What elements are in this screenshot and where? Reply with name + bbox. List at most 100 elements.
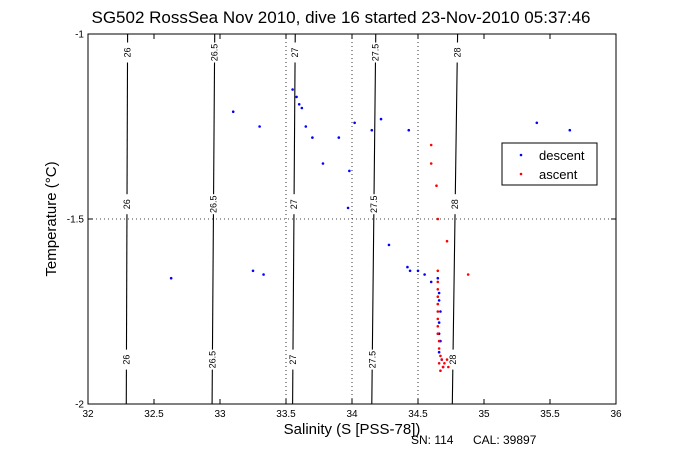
data-point-descent [291,88,294,91]
data-point-ascent [439,354,442,358]
contour-label: 28 [450,199,460,209]
contour-label-bg [370,42,381,63]
data-point-descent [429,280,433,284]
data-point-ascent [441,365,445,369]
data-point-descent [535,121,539,125]
data-point-descent [231,110,235,113]
contour-label-bg [290,42,301,63]
contour-label-bg [207,349,218,370]
data-point-descent [437,291,441,295]
data-point-ascent [445,358,449,361]
density-contours: 26 26 26 26.5 26.5 26.5 27 27 27 27.5 27.5 27.5 28 28… [121,33,463,405]
data-point-ascent [447,365,450,369]
data-point-ascent [436,269,440,273]
data-point-descent [437,299,441,302]
contour-label-bg [121,349,132,370]
data-point-descent [304,125,308,128]
x-tick-label: 34 [346,409,358,420]
calibration: CAL: 39897 [473,433,537,447]
data-point-descent [387,243,391,247]
contour-label-bg [367,349,378,370]
chart-title: SG502 RossSea Nov 2010, dive 16 started … [92,8,591,27]
data-point-descent [353,121,356,125]
contour-label: 26.5 [207,351,217,369]
contour-label: 26.5 [210,44,220,62]
data-point-descent [370,128,374,132]
legend-marker-descent [519,153,523,157]
x-axis-ticks: 32 32.5 33 33.5 34 34.5 35 35.5 36 [82,34,622,420]
x-tick-label: 35.5 [540,409,560,420]
contour-label-bg [368,194,379,215]
data-point-ascent [445,239,449,243]
contour-label: 28 [448,355,458,365]
data-point-ascent [429,143,433,147]
data-point-descent [439,310,442,313]
x-tick-label: 32.5 [144,409,164,420]
y-axis-ticks: -1 -1.5 -2 [67,30,616,411]
data-point-descent [311,136,314,139]
contour-label: 27 [290,47,300,57]
contour-label-bg [287,349,298,370]
data-point-ascent [437,347,441,350]
data-point-ascent [436,332,440,336]
density-contour [125,33,129,405]
data-point-descent [337,136,341,139]
legend-label-descent: descent [539,148,585,163]
data-point-ascent [439,369,442,373]
contour-label: 27.5 [367,351,377,369]
x-axis-label: Salinity (S [PSS-78]) [284,421,421,438]
x-tick-label: 34.5 [408,409,428,420]
x-tick-label: 35 [478,409,490,420]
data-point-descent [348,169,351,173]
data-point-ascent [436,288,440,291]
contour-label: 26.5 [209,195,219,213]
data-point-descent [251,269,255,273]
data-point-ascent [436,302,440,306]
contour-label: 27 [289,199,299,209]
legend-marker-ascent [519,172,523,176]
y-axis-label: Temperature (°C) [43,161,60,276]
data-point-ascent [436,325,440,328]
data-point-descent [321,162,325,165]
x-tick-label: 33.5 [276,409,296,420]
data-point-descent [406,265,409,269]
y-tick-label: -1 [75,30,84,41]
data-point-descent [379,117,383,121]
data-point-descent [169,276,173,280]
data-point-descent [423,273,426,276]
legend: descent ascent [501,142,598,186]
data-point-ascent [435,184,438,187]
serial-number: SN: 114 [411,433,454,447]
data-point-descent [258,125,261,128]
contour-label: 26 [122,199,132,209]
contour-label: 27.5 [369,195,379,213]
contour-label-bg [121,194,132,215]
density-contour [371,33,377,405]
data-point-ascent [436,280,440,284]
data-points [169,88,572,373]
data-point-ascent [466,273,470,276]
contour-label-bg [450,194,461,215]
contour-label-bg [452,42,463,63]
y-tick-label: -2 [75,400,84,411]
density-contour [292,33,296,405]
data-point-descent [295,95,298,99]
data-point-descent [408,269,412,273]
data-point-ascent [436,217,440,221]
data-point-descent [262,273,265,276]
contour-label: 27.5 [371,44,381,62]
data-point-ascent [440,358,444,361]
data-point-descent [407,128,411,132]
data-point-ascent [437,362,441,365]
data-point-ascent [443,362,446,365]
data-point-descent [437,321,441,324]
legend-box [501,142,598,186]
contour-label: 27 [288,355,298,365]
contour-label: 26 [123,47,133,57]
data-point-ascent [436,317,440,321]
data-point-ascent [436,295,440,299]
y-tick-label: -1.5 [67,215,85,226]
x-tick-label: 32 [82,409,94,420]
contour-label-bg [209,42,220,63]
